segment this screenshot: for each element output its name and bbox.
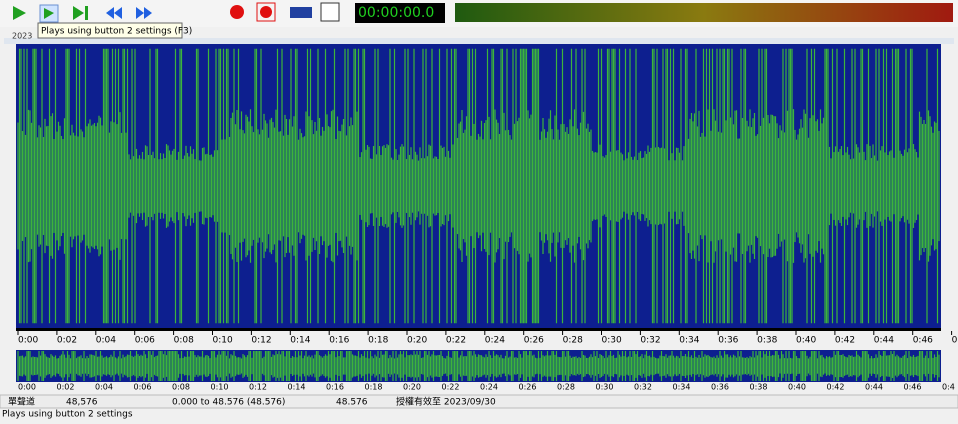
overview-ruler-label: 0:16	[326, 383, 344, 392]
overview-ruler-label: 0:24	[480, 383, 498, 392]
overview-ruler-label: 0:22	[442, 383, 460, 392]
title-bar	[4, 38, 954, 44]
ruler-label: 0:32	[640, 336, 660, 346]
play3-button[interactable]	[73, 6, 84, 20]
record2-icon	[260, 6, 272, 18]
overview-ruler-label: 0:00	[18, 383, 36, 392]
ruler-label: 0:44	[874, 336, 894, 346]
window-button[interactable]	[320, 2, 340, 22]
overview-ruler-label: 0:18	[365, 383, 383, 392]
ruler-label: 0:08	[174, 336, 194, 346]
overview-ruler-label: 0:12	[249, 383, 267, 392]
settings-button[interactable]	[290, 7, 312, 18]
rewind-button[interactable]	[106, 7, 114, 19]
status-channel: 單聲道	[8, 396, 35, 408]
overview-ruler-label: 0:36	[711, 383, 729, 392]
overview-ruler-label: 0:34	[673, 383, 691, 392]
ruler-label: 0:26	[524, 336, 544, 346]
ruler-line	[16, 328, 941, 331]
timer-box	[355, 3, 445, 23]
timer: 00:00:00.0	[358, 5, 434, 21]
status-license: 授權有效至 2023/09/30	[396, 396, 496, 408]
overview-ruler-label: 0:04	[95, 383, 113, 392]
forward-button[interactable]	[136, 7, 144, 19]
ruler-label: 0:18	[368, 336, 388, 346]
ruler-label: 0:10	[213, 336, 233, 346]
ruler-label: 0:28	[563, 336, 583, 346]
overview-ruler-label: 0:28	[557, 383, 575, 392]
overview-ruler-label: 0:14	[288, 383, 306, 392]
overview-ruler-label: 0:06	[134, 383, 152, 392]
record-button[interactable]	[230, 5, 244, 19]
waveform	[17, 48, 940, 381]
ruler-label: 0:06	[135, 336, 155, 346]
overview-ruler-label: 0:08	[172, 383, 190, 392]
play3-bar	[85, 6, 88, 20]
forward-icon	[144, 7, 152, 19]
status-selection: 0.000 to 48.576 (48.576)	[172, 398, 285, 408]
ruler-label: 0:20	[407, 336, 427, 346]
overview-ruler-label: 0:46	[904, 383, 922, 392]
overview-ruler-label: 0:40	[788, 383, 806, 392]
ruler-label: 0:04	[96, 336, 116, 346]
ruler-label: 0:36	[718, 336, 738, 346]
overview-ruler-label: 0:32	[634, 383, 652, 392]
ruler-label: 0:40	[796, 336, 816, 346]
overview-ruler-label: 0:44	[865, 383, 883, 392]
record2-button[interactable]	[256, 2, 276, 22]
play-button[interactable]	[13, 6, 26, 20]
ruler-label: 0:42	[835, 336, 855, 346]
rewind-icon	[114, 7, 122, 19]
play2-icon	[44, 8, 54, 19]
status-position: 48.576	[336, 398, 368, 408]
ruler-label: 0:14	[290, 336, 310, 346]
overview-ruler-label: 0:02	[57, 383, 75, 392]
ruler-label: 0:4	[952, 336, 958, 346]
ruler-label: 0:00	[18, 336, 38, 346]
ruler-label: 0:30	[602, 336, 622, 346]
overview-ruler-label: 0:38	[750, 383, 768, 392]
toolbar-buttons	[13, 2, 340, 23]
overview-ruler-label: 0:30	[596, 383, 614, 392]
overview-ruler-label: 0:10	[211, 383, 229, 392]
ruler-label: 0:12	[251, 336, 271, 346]
ruler-label: 0:38	[757, 336, 777, 346]
ruler-label: 0:16	[329, 336, 349, 346]
ruler-label: 0:22	[446, 336, 466, 346]
status-bar	[0, 394, 958, 409]
status-length: 48,576	[66, 398, 98, 408]
hint: Plays using button 2 settings	[2, 410, 133, 420]
tooltip: Plays using button 2 settings (F3)	[41, 27, 192, 37]
overview-ruler-label: 0:20	[403, 383, 421, 392]
ruler-label: 0:46	[913, 336, 933, 346]
level-meter	[455, 3, 953, 22]
ruler-label: 0:34	[679, 336, 699, 346]
overview-ruler-label: 0:42	[827, 383, 845, 392]
ruler-label: 0:24	[485, 336, 505, 346]
tooltip-box	[37, 22, 183, 39]
ruler-label: 0:02	[57, 336, 77, 346]
window-title: 2023	[12, 32, 32, 41]
overview-ruler-label: 0:4	[942, 383, 955, 392]
overview-ruler-label: 0:26	[519, 383, 537, 392]
